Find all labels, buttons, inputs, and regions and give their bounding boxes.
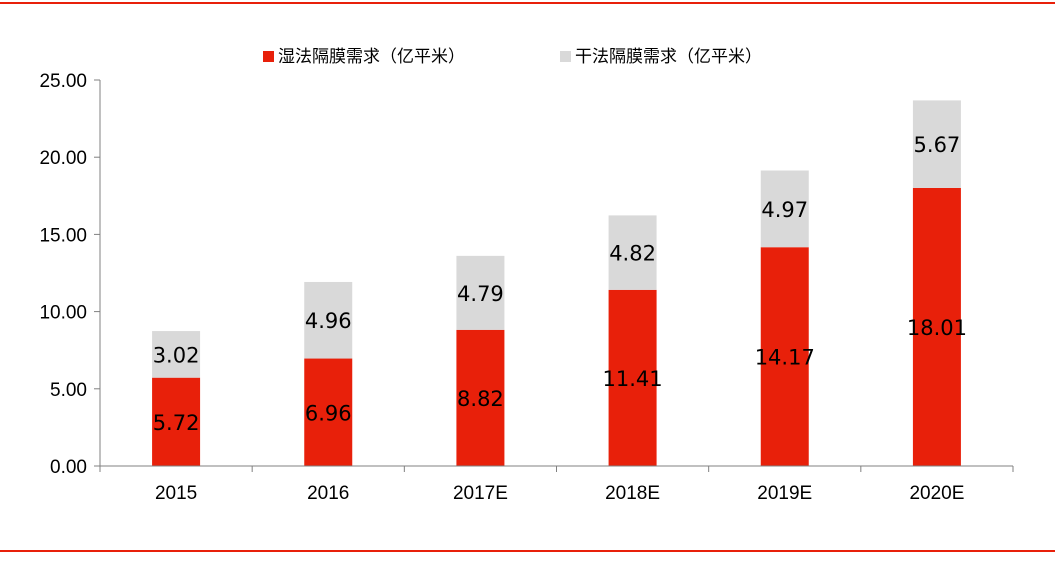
bar-dry-2016 [304,281,353,359]
legend-label-wet: 湿法隔膜需求（亿平米） [278,47,465,67]
y-tick-label: 10.00 [39,303,87,324]
bar-wet-2015 [152,377,201,466]
x-tick-label: 2019E [757,483,812,504]
axes: 2015 2016 2017E 2018E 2019E 2020E 0.00 5.00 10.0… [39,71,1014,504]
data-label-wet-2019E: 14.17 [755,346,815,370]
bar-dry-2015 [152,331,201,378]
x-tick-label: 2016 [307,483,349,504]
data-label-dry-2019E: 4.97 [761,198,808,222]
data-label-wet-2020E: 18.01 [907,316,967,340]
y-tick-label: 15.00 [39,225,87,246]
bottom-rule [0,550,1055,552]
top-rule [0,2,1055,4]
data-label-wet-2015: 5.72 [153,411,200,435]
legend-swatch-wet [263,51,274,62]
bars [152,100,961,466]
bar-dry-2019E [760,170,809,248]
bar-dry-2017E [456,255,505,330]
bar-dry-2020E [912,100,961,188]
data-label-dry-2018E: 4.82 [609,242,656,266]
data-label-dry-2017E: 4.79 [457,282,504,306]
bar-wet-2019E [760,247,809,466]
y-tick-label: 5.00 [50,380,87,401]
y-tick-label: 0.00 [50,457,87,478]
data-label-wet-2016: 6.96 [305,401,352,425]
y-tick-label: 20.00 [39,148,87,169]
bar-wet-2017E [456,329,505,466]
bar-wet-2020E [912,187,961,466]
y-tick-label: 25.00 [39,71,87,92]
data-label-wet-2017E: 8.82 [457,387,504,411]
x-tick-label: 2015 [155,483,197,504]
legend-label-dry: 干法隔膜需求（亿平米） [575,47,762,67]
data-label-wet-2018E: 11.41 [603,367,663,391]
legend-swatch-dry [560,51,571,62]
legend: 湿法隔膜需求（亿平米） 干法隔膜需求（亿平米） [263,47,762,67]
x-tick-label: 2017E [453,483,508,504]
bar-wet-2018E [608,289,657,466]
data-labels: 5.72 3.02 6.96 4.96 8.82 4.79 11.41 4.82 14.17 4.… [153,133,967,435]
data-label-dry-2020E: 5.67 [914,133,961,157]
x-tick-label: 2018E [605,483,660,504]
x-tick-label: 2020E [909,483,964,504]
bar-wet-2016 [304,358,353,466]
bar-dry-2018E [608,215,657,290]
data-label-dry-2016: 4.96 [305,309,352,333]
data-label-dry-2015: 3.02 [153,343,200,367]
